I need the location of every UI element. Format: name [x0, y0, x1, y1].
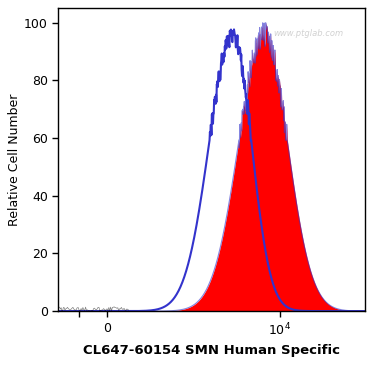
Text: www.ptglab.com: www.ptglab.com [273, 28, 343, 38]
X-axis label: CL647-60154 SMN Human Specific: CL647-60154 SMN Human Specific [83, 344, 340, 357]
Y-axis label: Relative Cell Number: Relative Cell Number [8, 93, 21, 226]
